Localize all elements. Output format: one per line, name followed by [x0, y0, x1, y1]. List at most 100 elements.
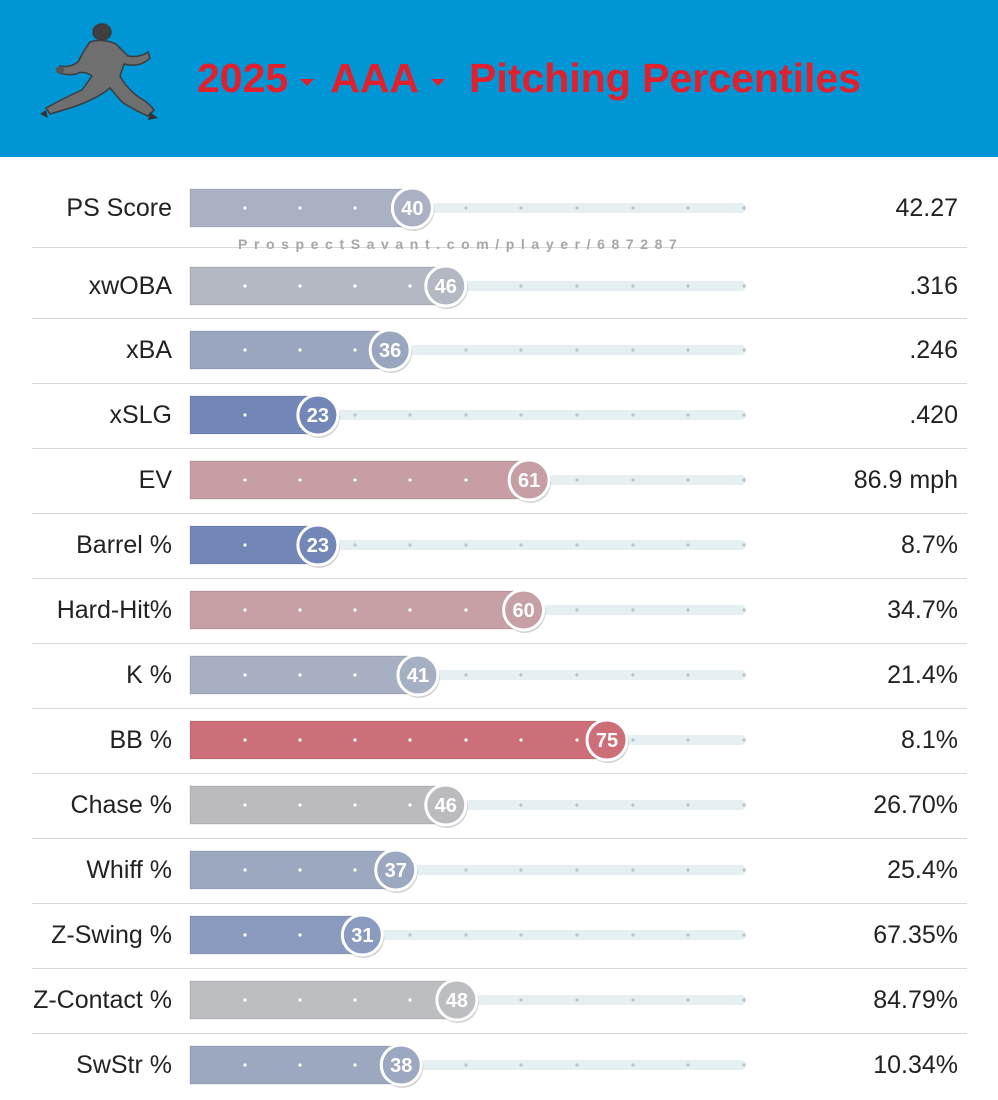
percentile-row: SwStr % 10.34% [0, 1050, 998, 1080]
percentile-bubble [507, 458, 551, 502]
stat-value: 21.4% [887, 661, 958, 689]
percentile-row: Barrel % 8.7% [0, 530, 998, 560]
track-dot [686, 543, 690, 547]
bar-dot [243, 608, 247, 612]
header-banner: 2025 AAA Pitching Percentiles [0, 0, 998, 157]
percentile-bubble [368, 328, 412, 372]
metric-label: PS Score [66, 194, 172, 222]
stat-value: 26.70% [873, 791, 958, 819]
percentile-bar [189, 590, 525, 630]
bar-dot [519, 738, 523, 742]
track-dot [742, 478, 746, 482]
stat-value: .420 [909, 401, 958, 429]
percentile-value: 37 [385, 860, 407, 882]
bar-dot [243, 933, 247, 937]
track-dot [464, 868, 468, 872]
bar-dot [298, 998, 302, 1002]
percentile-row: K % 21.4% [0, 660, 998, 690]
track-dot [575, 478, 579, 482]
percentile-bubble [390, 186, 434, 230]
track-dot [631, 348, 635, 352]
track-dot [686, 933, 690, 937]
track-dot [742, 998, 746, 1002]
bar-dot [408, 738, 412, 742]
track-dot [631, 478, 635, 482]
track-dot [631, 1063, 635, 1067]
bar-dot [243, 413, 247, 417]
track-dot [519, 998, 523, 1002]
track-dot [686, 1063, 690, 1067]
track-dot [742, 543, 746, 547]
track-dot [742, 348, 746, 352]
page-title: 2025 AAA Pitching Percentiles [197, 50, 861, 106]
stat-value: .246 [909, 336, 958, 364]
chevron-down-icon[interactable] [431, 78, 446, 86]
track-dot [742, 413, 746, 417]
bar-dot [353, 868, 357, 872]
bar-dot [298, 933, 302, 937]
track-dot [353, 543, 357, 547]
metric-label: Barrel % [76, 531, 172, 559]
year-selector[interactable]: 2025 [197, 54, 289, 101]
percentile-bubble [296, 393, 340, 437]
track-dot [686, 348, 690, 352]
track-dot [464, 673, 468, 677]
track-dot [686, 998, 690, 1002]
percentile-value: 36 [379, 340, 401, 362]
chevron-down-icon[interactable] [300, 78, 315, 86]
metric-label: xwOBA [88, 272, 172, 300]
track-dot [519, 1063, 523, 1067]
track-dot [519, 933, 523, 937]
metric-label: BB % [109, 726, 172, 754]
bar-dot [243, 478, 247, 482]
track-dot [742, 933, 746, 937]
percentile-bar [189, 330, 391, 370]
track-dot [742, 673, 746, 677]
bar-dot [298, 608, 302, 612]
track-dot [686, 284, 690, 288]
track-dot [631, 803, 635, 807]
track-dot [519, 348, 523, 352]
title-text: Pitching Percentiles [469, 54, 861, 101]
track-dot [464, 413, 468, 417]
bar-dot [353, 284, 357, 288]
metric-label: xSLG [109, 401, 172, 429]
percentile-bubble [340, 913, 384, 957]
pitcher-silhouette-icon [36, 18, 166, 138]
percentile-bubble [296, 523, 340, 567]
bar-dot [408, 478, 412, 482]
track-dot [575, 206, 579, 210]
row-divider [32, 643, 967, 644]
bar-dot [575, 738, 579, 742]
percentile-bubble [502, 588, 546, 632]
track-dot [519, 206, 523, 210]
bar-dot [408, 608, 412, 612]
percentile-bar [189, 850, 397, 890]
track-dot [353, 413, 357, 417]
percentile-row: Z-Contact % 84.79% [0, 985, 998, 1015]
percentile-bar [189, 266, 447, 306]
track-dot [575, 543, 579, 547]
percentile-bar [189, 915, 363, 955]
track-dot [575, 868, 579, 872]
percentile-row: Hard-Hit% 34.7% [0, 595, 998, 625]
track-dot [686, 673, 690, 677]
level-selector[interactable]: AAA [330, 54, 420, 101]
bar-dot [298, 206, 302, 210]
percentile-bar [189, 720, 608, 760]
percentile-row: xBA .246 [0, 335, 998, 365]
percentile-row: BB % 8.1% [0, 725, 998, 755]
row-divider [32, 318, 967, 319]
bar-dot [298, 868, 302, 872]
track-dot [631, 673, 635, 677]
track-dot [631, 998, 635, 1002]
track-dot [575, 673, 579, 677]
track-dot [464, 348, 468, 352]
stat-value: 86.9 mph [853, 466, 958, 494]
percentile-bar [189, 655, 419, 695]
percentile-value: 46 [435, 795, 457, 817]
row-divider [32, 708, 967, 709]
bar-dot [243, 738, 247, 742]
track-dot [686, 206, 690, 210]
percentile-bubble [585, 718, 629, 762]
